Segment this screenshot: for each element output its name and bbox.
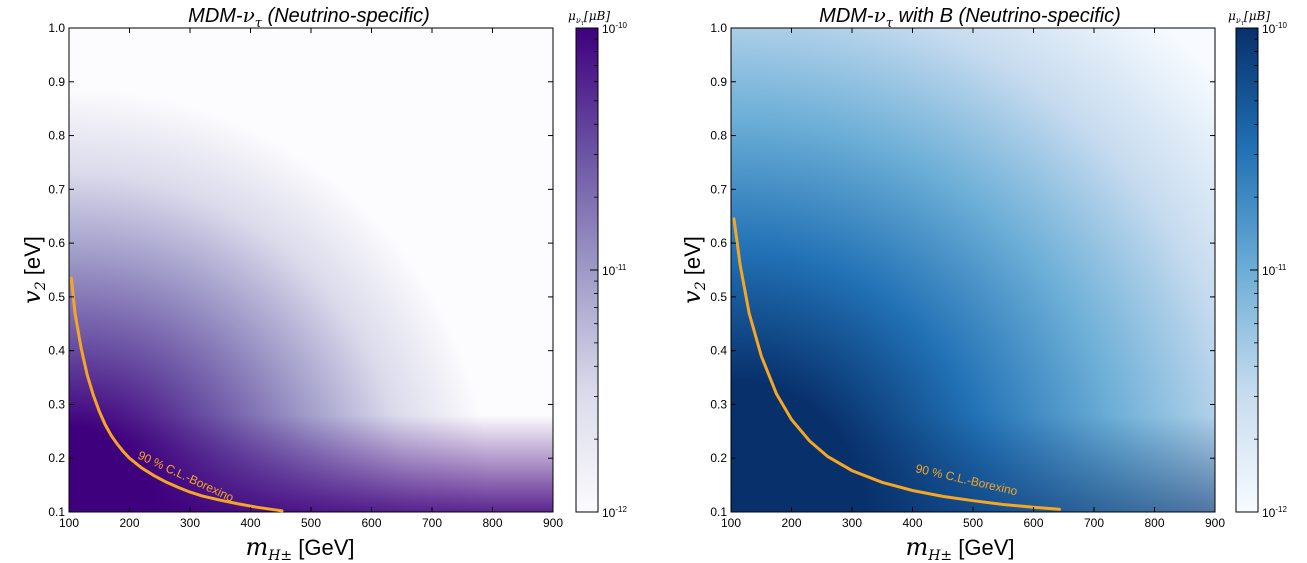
left-colorbar-label: μντ[μB] [568, 9, 610, 27]
left-x-tick-label: 900 [543, 516, 563, 530]
left-cb-tick-label: 10-11 [602, 263, 627, 278]
right-cb-tick-label: 10-10 [1262, 21, 1287, 36]
left-cb-tick-label: 10-12 [602, 505, 627, 520]
right-cb-mu: μ [1228, 9, 1236, 23]
right-cb-tick-label: 10-12 [1262, 505, 1287, 520]
right-x-tick-label: 300 [842, 516, 862, 530]
right-title-nu: ν [874, 3, 886, 27]
left-x-tick-label: 100 [59, 516, 79, 530]
left-x-axis: 100 200 300 400 500 600 700 800 900 [59, 28, 563, 530]
left-title-sub: τ [255, 16, 263, 31]
left-x-tick-label: 700 [422, 516, 442, 530]
right-cb-tick-label: 10-11 [1262, 263, 1287, 278]
right-borexino-curve [732, 217, 1061, 511]
right-colorbar-label: μντ[μB] [1228, 9, 1270, 27]
left-borexino-curve [69, 276, 284, 513]
right-ylabel-sub: 2 [693, 281, 709, 291]
right-xlabel-m: m [905, 533, 928, 561]
left-x-tick-label: 500 [301, 516, 321, 530]
right-x-tick-label: 800 [1144, 516, 1164, 530]
left-ylabel-sub: 2 [33, 281, 49, 291]
left-y-axis-label: v2 [eV] [18, 236, 49, 304]
left-y-tick-label: 0.8 [48, 129, 65, 143]
right-x-axis: 100 200 300 400 500 600 700 800 900 [721, 28, 1225, 530]
right-x-tick-label: 900 [1205, 516, 1225, 530]
left-xlabel-unit: [GeV] [292, 535, 354, 560]
right-x-tick-label: 500 [963, 516, 983, 530]
right-x-tick-label: 400 [902, 516, 922, 530]
left-x-tick-label: 800 [482, 516, 502, 530]
right-y-tick-label: 0.1 [710, 505, 727, 519]
left-x-tick-label: 300 [180, 516, 200, 530]
left-y-tick-label: 0.3 [48, 397, 65, 411]
right-y-tick-label: 0.3 [710, 397, 727, 411]
right-x-tick-label: 600 [1023, 516, 1043, 530]
right-cb-sub: τ [1241, 20, 1245, 27]
right-y-axis: 0.1 0.2 0.3 0.4 0.5 0.6 0.7 0.8 0.9 1.0 [710, 21, 1215, 519]
left-title-nu: ν [243, 3, 255, 27]
left-cb-nu: ν [576, 16, 581, 25]
left-x-axis-label: mH± [GeV] [245, 533, 354, 563]
left-y-tick-label: 0.2 [48, 451, 65, 465]
right-title-prefix: MDM- [819, 5, 874, 27]
right-x-tick-label: 700 [1084, 516, 1104, 530]
left-y-tick-label: 0.4 [48, 344, 65, 358]
right-title-sub: τ [886, 16, 894, 31]
left-y-tick-label: 0.9 [48, 75, 65, 89]
right-x-tick-label: 200 [781, 516, 801, 530]
left-title-prefix: MDM- [188, 5, 243, 27]
left-cb-sub: τ [581, 20, 585, 27]
right-y-tick-label: 0.2 [710, 451, 727, 465]
left-x-tick-label: 400 [240, 516, 260, 530]
right-heatmap-overlay [731, 28, 1215, 512]
right-x-tick-label: 100 [721, 516, 741, 530]
right-y-tick-label: 0.4 [710, 344, 727, 358]
right-xlabel-unit: [GeV] [952, 535, 1014, 560]
left-cb-mu: μ [568, 9, 576, 23]
left-ylabel-unit: [eV] [20, 236, 45, 281]
right-x-axis-label: mH± [GeV] [905, 533, 1014, 563]
left-colorbar-ticks: 10-10 10-11 10-12 [590, 21, 627, 520]
right-ylabel-unit: [eV] [680, 236, 705, 281]
right-xlabel-sub: H± [927, 548, 952, 563]
left-ylabel-v: v [18, 290, 46, 304]
left-y-tick-label: 0.7 [48, 182, 65, 196]
right-colorbar-ticks: 10-10 10-11 10-12 [1250, 21, 1287, 520]
right-cb-unit: [μB] [1244, 9, 1270, 23]
right-y-tick-label: 0.5 [710, 290, 727, 304]
left-heatmap-overlay [69, 28, 553, 512]
right-y-tick-label: 0.9 [710, 75, 727, 89]
right-chart-title: MDM-ντ with B (Neutrino-specific) [819, 3, 1121, 31]
right-chart-panel: MDM-ντ with B (Neutrino-specific) 90 % C… [678, 3, 1287, 563]
left-y-tick-label: 0.1 [48, 505, 65, 519]
left-x-tick-label: 600 [361, 516, 381, 530]
left-chart-title: MDM-ντ (Neutrino-specific) [188, 3, 430, 31]
left-y-tick-label: 1.0 [48, 21, 65, 35]
left-y-axis: 0.1 0.2 0.3 0.4 0.5 0.6 0.7 0.8 0.9 1.0 [48, 21, 553, 519]
right-y-tick-label: 1.0 [710, 21, 727, 35]
right-title-suffix: with B (Neutrino-specific) [893, 5, 1121, 27]
left-y-tick-label: 0.6 [48, 236, 65, 250]
right-y-tick-label: 0.7 [710, 182, 727, 196]
left-title-suffix: (Neutrino-specific) [262, 5, 430, 27]
left-xlabel-sub: H± [267, 548, 292, 563]
left-y-tick-label: 0.5 [48, 290, 65, 304]
left-chart-panel: MDM-ντ (Neutrino-specific) 90 % C.L.-Bor… [18, 3, 627, 563]
right-y-tick-label: 0.6 [710, 236, 727, 250]
right-cb-nu: ν [1236, 16, 1241, 25]
right-ylabel-v: v [678, 290, 706, 304]
left-xlabel-m: m [245, 533, 268, 561]
left-cb-unit: [μB] [584, 9, 610, 23]
right-y-tick-label: 0.8 [710, 129, 727, 143]
right-y-axis-label: v2 [eV] [678, 236, 709, 304]
left-x-tick-label: 200 [119, 516, 139, 530]
left-cb-tick-label: 10-10 [602, 21, 627, 36]
